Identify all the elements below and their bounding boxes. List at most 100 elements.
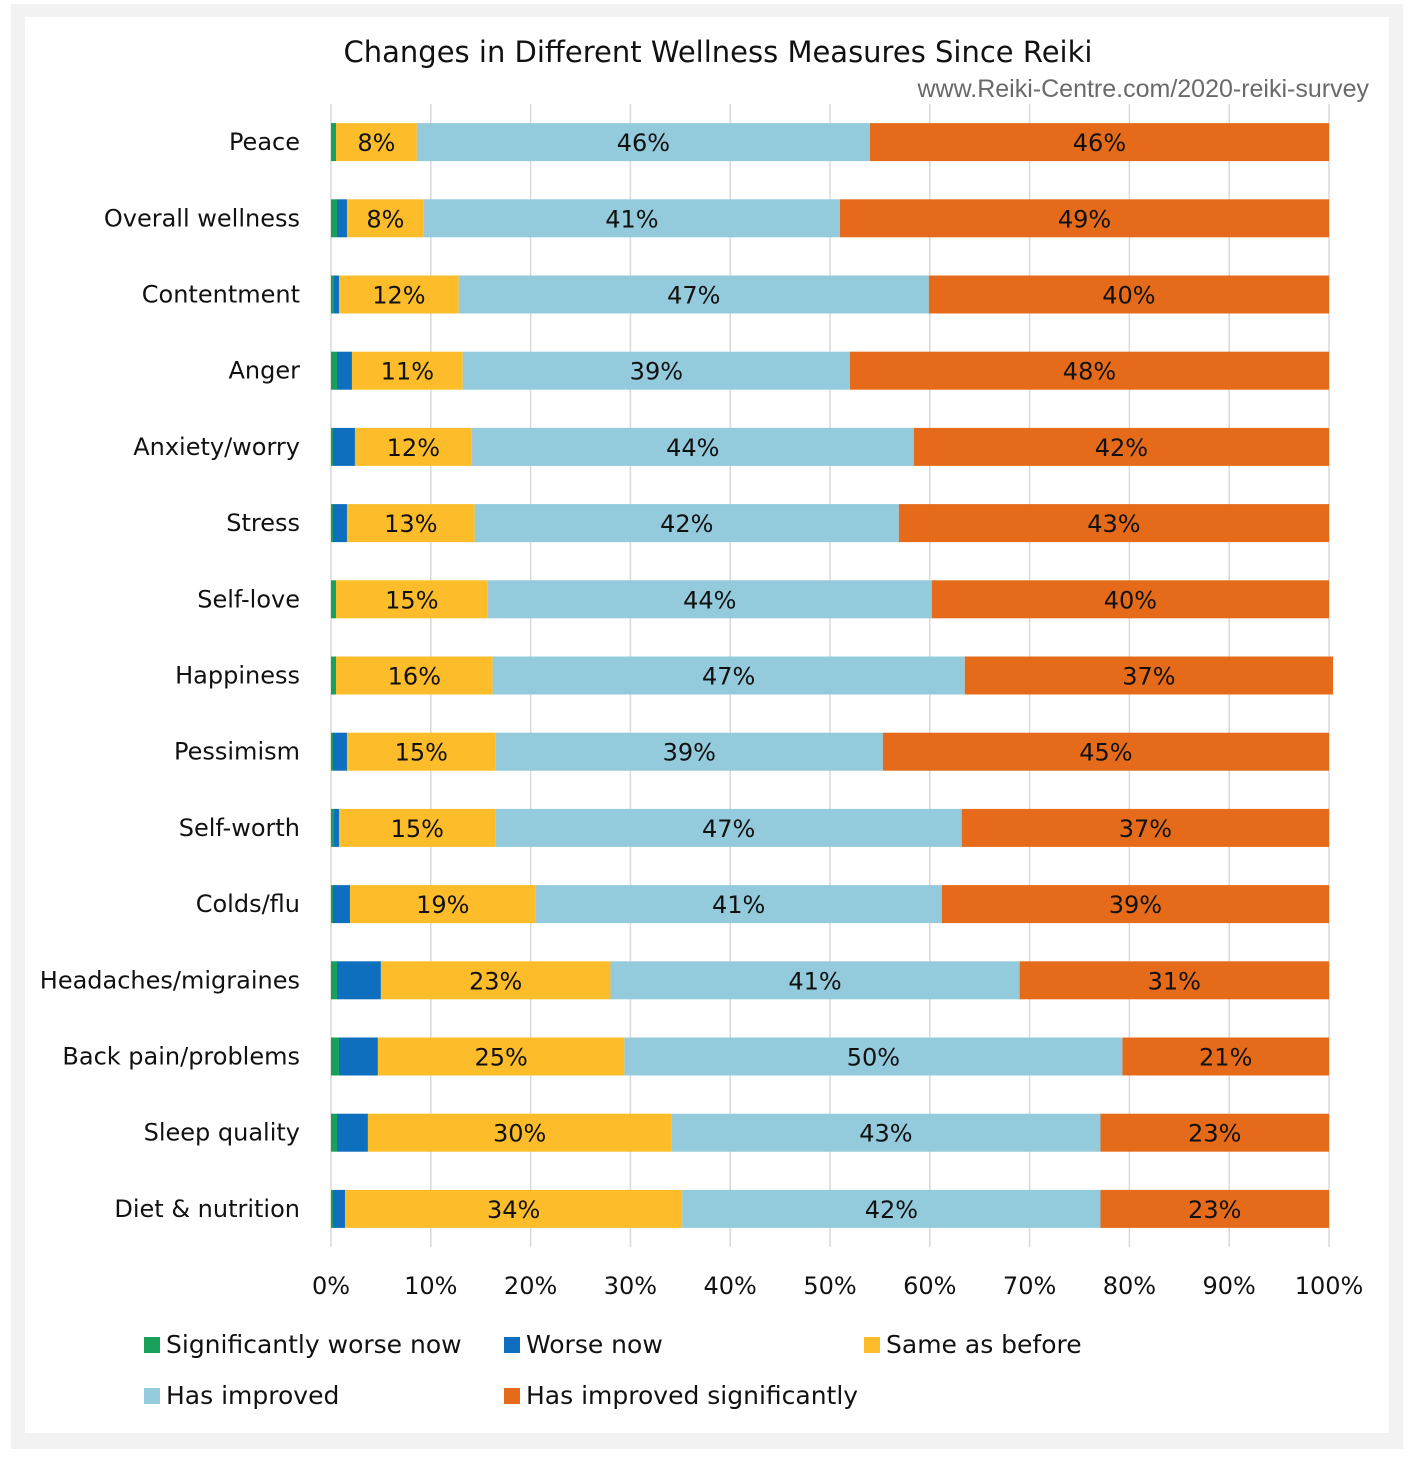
data-label: 23% [1188, 1196, 1241, 1224]
bar-segment [423, 199, 840, 238]
legend-swatch [144, 1336, 160, 1353]
data-label: 46% [617, 129, 670, 157]
data-label: 41% [712, 891, 765, 919]
category-label: Diet & nutrition [114, 1195, 300, 1223]
legend-label: Worse now [526, 1330, 663, 1359]
bar-segment [495, 808, 962, 847]
bar-segment [332, 427, 355, 466]
bar-segment [1100, 1189, 1329, 1228]
bar-segment [1122, 1037, 1329, 1076]
legend-swatch [504, 1387, 520, 1404]
x-tick-label: 70% [1003, 1272, 1056, 1300]
x-tick-label: 10% [404, 1272, 457, 1300]
bar-segment [333, 808, 339, 847]
bar-segment [331, 123, 336, 162]
bar-segment [332, 732, 347, 771]
bar-segment [338, 808, 496, 847]
data-label: 21% [1199, 1044, 1252, 1072]
bar-segment [928, 275, 1329, 314]
data-label: 19% [416, 891, 469, 919]
legend-item: Has improved [144, 1381, 339, 1410]
data-label: 42% [1095, 434, 1148, 462]
chart-title: Changes in Different Wellness Measures S… [343, 35, 1093, 69]
data-label: 45% [1079, 739, 1132, 767]
data-label: 16% [388, 663, 441, 691]
legend-item: Same as before [864, 1330, 1082, 1359]
data-label: 46% [1073, 129, 1126, 157]
bar-segment [346, 199, 424, 238]
data-label: 11% [381, 358, 434, 386]
bar-segment [416, 123, 870, 162]
bar-segment [671, 1113, 1101, 1152]
x-axis-ticks: 0% 10% 20% 30% 40% 50% 60% 70% 80% 90% 100% [312, 1272, 1363, 1300]
bar-segment [961, 808, 1329, 847]
bar-segment [349, 885, 536, 924]
category-label: Back pain/problems [62, 1043, 300, 1071]
bar-segment [624, 1037, 1123, 1076]
x-tick-label: 50% [803, 1272, 856, 1300]
bar-segment [839, 199, 1329, 238]
category-label: Headaches/migraines [40, 966, 300, 994]
data-label: 13% [384, 510, 437, 538]
category-label: Happiness [175, 662, 300, 690]
bar-segment [351, 351, 463, 390]
category-label: Anger [229, 357, 301, 385]
x-tick-label: 0% [312, 1272, 350, 1300]
data-label: 47% [702, 815, 755, 843]
data-label: 40% [1102, 282, 1155, 310]
bar-segment [344, 1189, 683, 1228]
bar-segment [331, 656, 336, 695]
bar-segment [346, 504, 475, 543]
bar-segment [682, 1189, 1101, 1228]
bar-segment [331, 504, 333, 543]
data-label: 43% [859, 1120, 912, 1148]
bar-segment [367, 1113, 672, 1152]
bar-segment [336, 1113, 368, 1152]
category-label: Self-love [197, 585, 300, 613]
bar-segment [331, 1189, 333, 1228]
data-label: 44% [666, 434, 719, 462]
bar-segment [332, 504, 347, 543]
legend-swatch [144, 1387, 160, 1404]
data-label: 23% [1188, 1120, 1241, 1148]
category-label: Anxiety/worry [133, 433, 300, 461]
bar-segment [331, 427, 333, 466]
bar-segment [331, 808, 334, 847]
bar-segment [331, 732, 333, 771]
data-label: 12% [387, 434, 440, 462]
legend-label: Significantly worse now [166, 1330, 462, 1359]
data-label: 37% [1119, 815, 1172, 843]
bar-segment [1019, 961, 1329, 1000]
legend-label: Same as before [886, 1330, 1082, 1359]
bar-segment [333, 275, 339, 314]
x-tick-label: 60% [903, 1272, 956, 1300]
bar-segment [331, 1113, 337, 1152]
x-tick-label: 80% [1103, 1272, 1156, 1300]
bar-segment [346, 732, 496, 771]
bar-segment [332, 1189, 345, 1228]
bar-segment [849, 351, 1329, 390]
bar-segment [336, 961, 381, 1000]
legend-swatch [864, 1336, 880, 1353]
bar-segment [487, 580, 932, 619]
bar-segment [458, 275, 929, 314]
data-label: 41% [605, 205, 658, 233]
x-tick-label: 40% [704, 1272, 757, 1300]
bar-segment [882, 732, 1329, 771]
bar-segment [335, 580, 488, 619]
data-label: 23% [469, 967, 522, 995]
data-label: 43% [1087, 510, 1140, 538]
category-label: Contentment [142, 281, 300, 309]
data-labels: 8% 46% 46% 8% 41% 49% 12% 47% 40% 11% 39% 48% 12% 44%… [357, 129, 1252, 1224]
bar-segment [335, 123, 417, 162]
legend-label: Has improved significantly [526, 1381, 859, 1410]
x-tick-label: 90% [1203, 1272, 1256, 1300]
data-label: 47% [667, 282, 720, 310]
bar-segment [336, 199, 347, 238]
bar-segment [471, 427, 914, 466]
bar-segment [335, 656, 493, 695]
category-label: Sleep quality [144, 1119, 300, 1147]
data-label: 44% [683, 586, 736, 614]
bar-segment [492, 656, 965, 695]
bar-segment [610, 961, 1020, 1000]
